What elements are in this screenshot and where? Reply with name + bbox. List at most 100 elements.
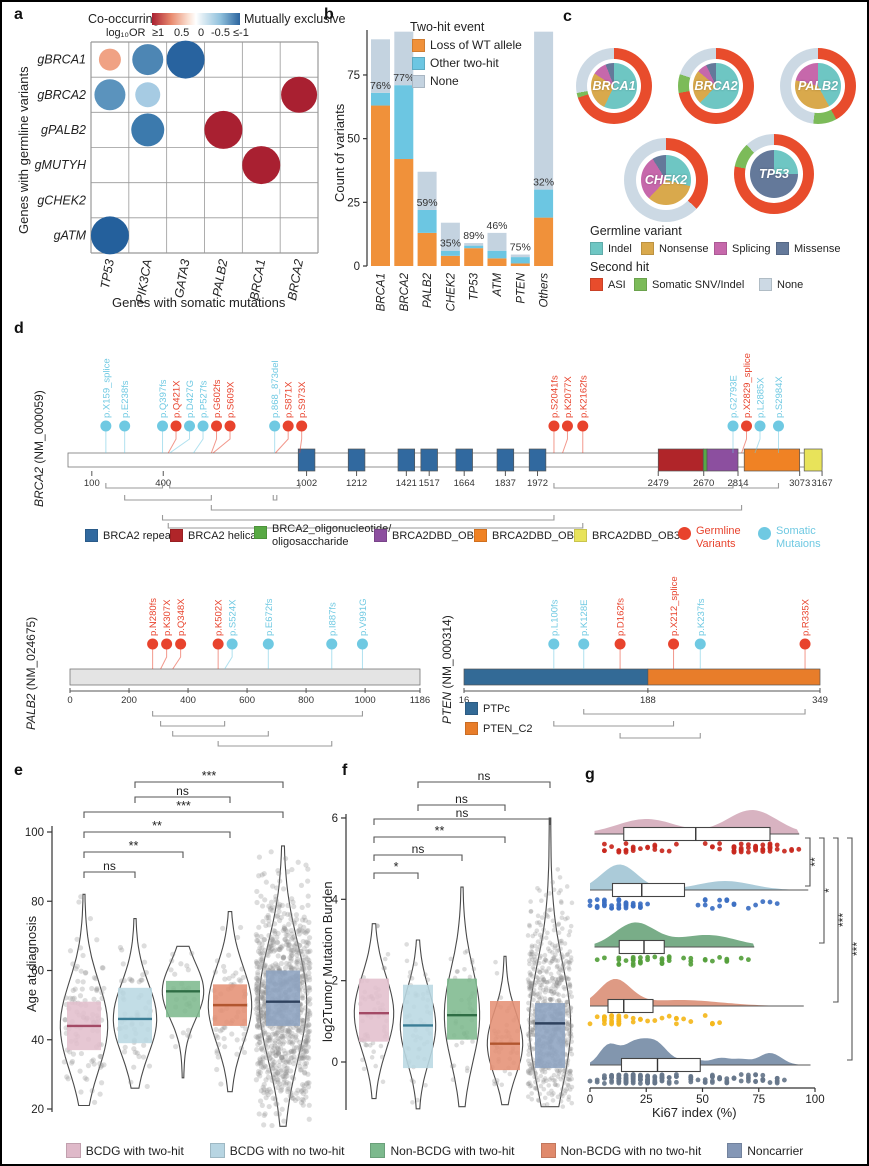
pten-lollipop: 16 188 349 p.L100fs p.K128E p.D162fs p.X212_sp… bbox=[459, 576, 828, 739]
svg-text:20: 20 bbox=[31, 1104, 44, 1116]
nonbcdg-two-hit-label: Non-BCDG with two-hit bbox=[390, 1143, 515, 1158]
panel-c-letter: c bbox=[563, 8, 572, 25]
pten-gene-name: PTEN bbox=[440, 691, 454, 724]
ptpc-label: PTPc bbox=[483, 702, 510, 715]
svg-text:3073: 3073 bbox=[789, 478, 810, 489]
svg-text:p.X159_splice: p.X159_splice bbox=[101, 358, 112, 418]
svg-text:p.K128E: p.K128E bbox=[579, 600, 590, 636]
panel-g-letter: g bbox=[585, 766, 595, 783]
svg-text:p.G2793E: p.G2793E bbox=[729, 375, 740, 418]
brca2-helical-swatch bbox=[170, 529, 183, 542]
svg-text:1517: 1517 bbox=[419, 478, 440, 489]
svg-text:PALB2: PALB2 bbox=[210, 258, 230, 298]
svg-text:p.K237fs: p.K237fs bbox=[696, 598, 707, 636]
pten-c2-label: PTEN_C2 bbox=[483, 722, 533, 735]
svg-text:2670: 2670 bbox=[693, 478, 714, 489]
ob2-swatch bbox=[474, 529, 487, 542]
svg-text:349: 349 bbox=[812, 695, 828, 706]
donut-chek2: CHEK2 bbox=[624, 138, 708, 222]
svg-text:50: 50 bbox=[696, 1094, 709, 1106]
palb2-gene-label: PALB2 (NM_024675) bbox=[24, 617, 38, 730]
svg-text:1664: 1664 bbox=[454, 478, 475, 489]
germline-variant-title: Germline variant bbox=[590, 224, 682, 238]
svg-text:0: 0 bbox=[332, 1057, 338, 1069]
two-hit-event-title: Two-hit event bbox=[410, 20, 485, 34]
legend-somatic-mutations: Somatic Mutaions bbox=[758, 525, 821, 550]
panel-g: 0 25 50 75 100********* bbox=[587, 810, 864, 1106]
panel-e-y-title: Age at diagnosis bbox=[24, 915, 39, 1012]
legend-splicing: Splicing bbox=[714, 242, 771, 255]
panel-a-x-title: Genes with somatic mutations bbox=[112, 295, 286, 310]
svg-text:p.K2162fs: p.K2162fs bbox=[578, 375, 589, 418]
legend-germline-variants: Germline Variants bbox=[678, 525, 741, 550]
svg-text:gBRCA2: gBRCA2 bbox=[37, 88, 86, 102]
svg-text:200: 200 bbox=[121, 695, 137, 706]
svg-text:16: 16 bbox=[459, 695, 470, 706]
other-two-hit-label: Other two-hit bbox=[430, 56, 499, 70]
asi-swatch bbox=[590, 278, 603, 291]
svg-text:p.V991G: p.V991G bbox=[358, 599, 369, 637]
svg-text:**: ** bbox=[808, 857, 822, 867]
svg-text:p.K2077X: p.K2077X bbox=[563, 376, 574, 418]
svg-text:25: 25 bbox=[640, 1094, 653, 1106]
svg-text:p.S871X: p.S871X bbox=[284, 381, 295, 418]
pten-c2-swatch bbox=[465, 722, 478, 735]
brca2-gene-name: BRCA2 bbox=[32, 466, 46, 507]
donut-brca1: BRCA1 bbox=[576, 48, 652, 124]
svg-text:p.G602fs: p.G602fs bbox=[212, 379, 223, 418]
svg-text:GATA3: GATA3 bbox=[172, 258, 193, 299]
svg-text:CHEK2: CHEK2 bbox=[445, 272, 457, 311]
brca2-oligo-label1: BRCA2_oligonucleotide/ bbox=[272, 523, 392, 535]
svg-text:2479: 2479 bbox=[648, 478, 669, 489]
nonsense-label: Nonsense bbox=[659, 242, 709, 255]
svg-text:1421: 1421 bbox=[396, 478, 417, 489]
svg-text:PTEN: PTEN bbox=[515, 272, 527, 303]
svg-text:p.X2829_splice: p.X2829_splice bbox=[742, 353, 753, 418]
brca2-repeat-label: BRCA2 repeat bbox=[103, 529, 174, 542]
ob3-swatch bbox=[574, 529, 587, 542]
svg-text:50: 50 bbox=[347, 134, 360, 146]
svg-text:600: 600 bbox=[239, 695, 255, 706]
bcdg-no-two-hit-swatch bbox=[209, 1143, 225, 1158]
brca2-oligo-swatch bbox=[254, 526, 267, 539]
svg-text:p.Q421X: p.Q421X bbox=[172, 380, 183, 418]
brca2-repeat-swatch bbox=[85, 529, 98, 542]
svg-text:p.Q348X: p.Q348X bbox=[176, 598, 187, 636]
svg-text:75: 75 bbox=[347, 70, 360, 82]
svg-text:1837: 1837 bbox=[495, 478, 516, 489]
pten-nm: (NM_000314) bbox=[440, 615, 454, 689]
svg-text:ns: ns bbox=[455, 792, 468, 806]
svg-text:p.D162fs: p.D162fs bbox=[616, 598, 627, 636]
asi-label: ASI bbox=[608, 278, 626, 291]
svg-text:p.E238fs: p.E238fs bbox=[120, 380, 131, 418]
missense-swatch bbox=[776, 242, 789, 255]
donut-tp53: TP53 bbox=[734, 134, 814, 214]
legend-ptpc: PTPc bbox=[465, 702, 510, 715]
svg-text:p.S973X: p.S973X bbox=[297, 381, 308, 418]
donut-label-brca2: BRCA2 bbox=[694, 79, 738, 93]
legend-nonbcdg-no-two-hit: Non-BCDG with no two-hit bbox=[540, 1143, 701, 1158]
none-c-swatch bbox=[759, 278, 772, 291]
ob3-label: BRCA2DBD_OB3 bbox=[592, 529, 681, 542]
svg-text:0: 0 bbox=[587, 1094, 593, 1106]
legend-brca2dbd-ob2: BRCA2DBD_OB2 bbox=[474, 529, 580, 542]
brca2-lollipop: 100 400 1002 1212 1421 1517 1664 1837 1972 2479 26… bbox=[67, 353, 833, 529]
svg-text:***: *** bbox=[176, 799, 191, 813]
germline-leg-l2: Variants bbox=[696, 537, 736, 550]
svg-text:1000: 1000 bbox=[355, 695, 376, 706]
svg-text:400: 400 bbox=[180, 695, 196, 706]
legend-noncarrier: Noncarrier bbox=[727, 1143, 803, 1158]
svg-text:**: ** bbox=[152, 819, 162, 833]
svg-text:gMUTYH: gMUTYH bbox=[35, 158, 87, 172]
legend-brca2dbd-ob1: BRCA2DBD_OB1 bbox=[374, 529, 480, 542]
svg-text:p.P527fs: p.P527fs bbox=[199, 380, 210, 418]
bcdg-two-hit-label: BCDG with two-hit bbox=[85, 1143, 184, 1158]
somatic-leg-l1: Somatic bbox=[776, 525, 816, 537]
brca2-oligo-label2: oligosaccharide bbox=[272, 535, 349, 548]
svg-text:**: ** bbox=[435, 824, 445, 838]
svg-text:BRCA2: BRCA2 bbox=[285, 258, 306, 302]
svg-text:BRCA2: BRCA2 bbox=[399, 272, 411, 311]
group-legend: BCDG with two-hit BCDG with no two-hit N… bbox=[2, 1143, 867, 1158]
